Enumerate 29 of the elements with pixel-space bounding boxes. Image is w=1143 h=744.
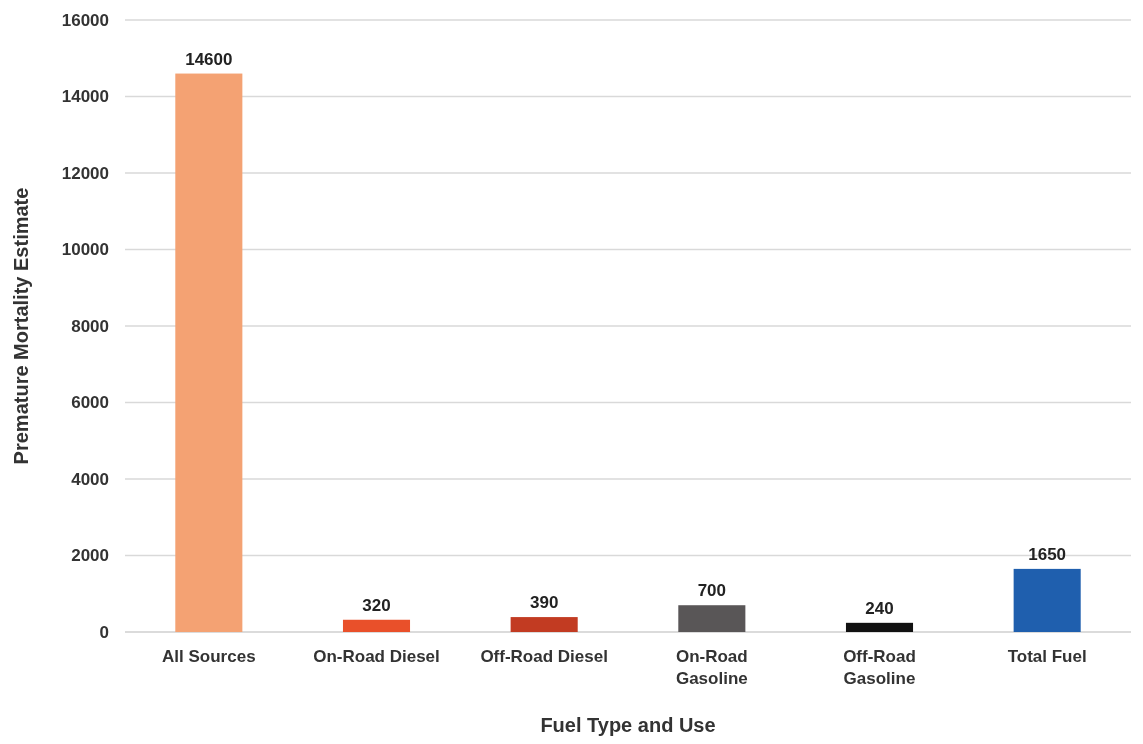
y-tick-label: 14000: [61, 87, 109, 107]
y-tick-label: 2000: [71, 546, 109, 566]
x-tick-label: On-Road Gasoline: [675, 647, 748, 688]
x-tick-label: All Sources: [162, 647, 256, 666]
x-tick-label: On-Road Diesel: [313, 647, 440, 666]
bar: [175, 73, 243, 632]
y-tick-label: 10000: [61, 240, 109, 260]
data-label: 240: [865, 598, 894, 618]
y-tick-label: 8000: [71, 316, 109, 336]
y-axis-title: Premature Mortality Estimate: [10, 187, 32, 465]
y-tick-label: 16000: [61, 10, 109, 30]
bar: [510, 617, 578, 632]
bar: [342, 619, 411, 632]
x-axis-title: Fuel Type and Use: [540, 714, 716, 736]
y-tick-label: 0: [99, 622, 109, 642]
y-tick-label: 12000: [61, 163, 109, 183]
bar: [678, 605, 746, 632]
x-tick-label: Off-Road Gasoline: [843, 647, 916, 688]
bar: [845, 622, 914, 632]
data-label: 1650: [1028, 544, 1067, 564]
data-label: 14600: [185, 49, 233, 69]
data-label: 700: [697, 581, 727, 601]
y-tick-label: 6000: [71, 393, 109, 413]
x-tick-label: Off-Road Diesel: [480, 647, 608, 666]
y-tick-label: 4000: [71, 469, 109, 489]
data-label: 320: [362, 595, 391, 615]
data-label: 390: [529, 593, 559, 613]
x-tick-label: Total Fuel: [1007, 647, 1087, 666]
bar: [1013, 568, 1081, 632]
